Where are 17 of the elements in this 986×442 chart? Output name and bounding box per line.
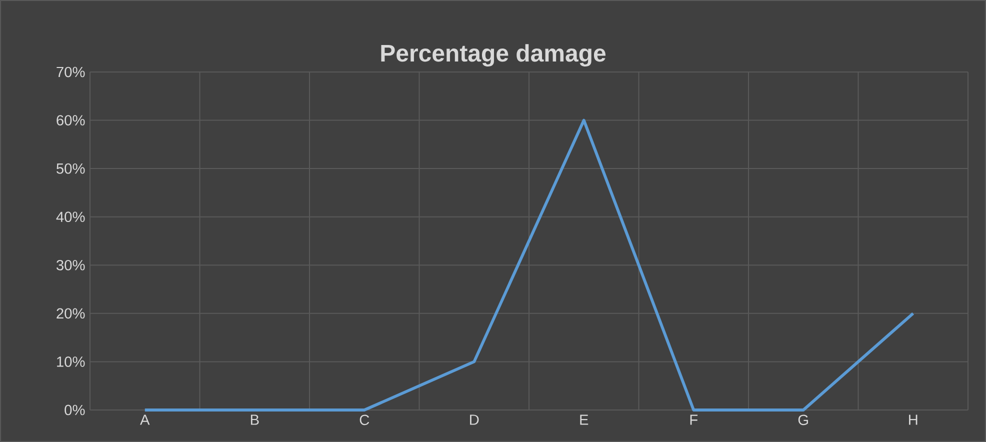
y-tick-label: 10% — [57, 356, 85, 367]
x-tick-label: A — [140, 414, 150, 425]
y-tick-label: 50% — [56, 163, 85, 174]
chart-title: Percentage damage — [381, 44, 606, 67]
y-tick-label: 60% — [56, 115, 85, 126]
y-tick-label: 70% — [56, 66, 85, 78]
x-tick-label: B — [250, 414, 259, 425]
y-tick-label: 40% — [56, 212, 85, 222]
x-tick-label: F — [690, 414, 698, 425]
x-tick-label: D — [470, 414, 479, 425]
y-tick-label: 30% — [56, 260, 85, 270]
x-tick-label: H — [909, 414, 918, 425]
y-tick-label: 20% — [56, 308, 85, 319]
x-tick-label: C — [360, 414, 370, 426]
y-tick-label: 0% — [64, 404, 85, 416]
x-tick-label: G — [798, 414, 808, 426]
x-tick-label: E — [580, 414, 588, 425]
